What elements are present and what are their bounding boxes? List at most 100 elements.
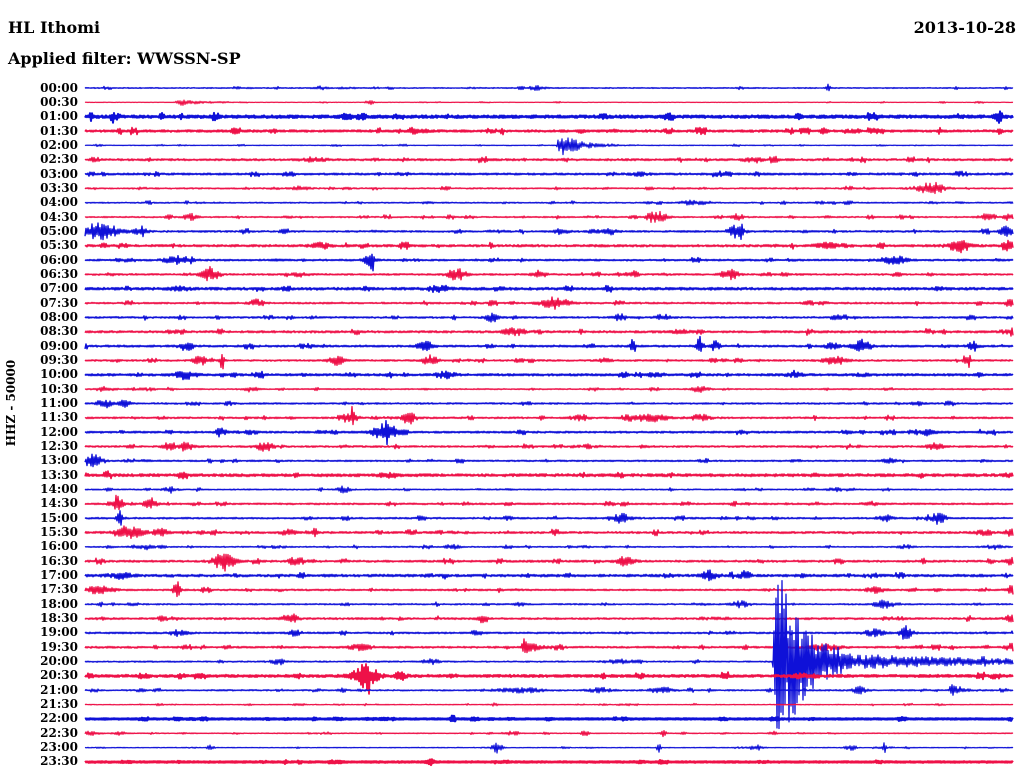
trace-15:30	[84, 525, 1014, 539]
trace-02:00	[84, 137, 1014, 156]
time-label-12:30: 12:30	[40, 439, 78, 453]
time-label-09:30: 09:30	[40, 352, 78, 367]
time-label-22:30: 22:30	[40, 725, 78, 740]
trace-09:30	[84, 354, 1014, 370]
time-label-10:30: 10:30	[40, 381, 78, 396]
trace-22:30	[84, 729, 1014, 738]
time-label-03:30: 03:30	[40, 180, 78, 195]
trace-05:00	[84, 222, 1014, 241]
time-label-23:30: 23:30	[40, 754, 78, 769]
filter-label: Applied filter: WWSSN-SP	[8, 49, 241, 68]
time-label-19:00: 19:00	[40, 625, 78, 640]
time-label-20:00: 20:00	[40, 654, 78, 669]
time-label-12:00: 12:00	[40, 424, 78, 439]
trace-21:00	[84, 684, 1014, 696]
time-label-03:00: 03:00	[40, 166, 78, 181]
trace-17:30	[84, 581, 1014, 598]
time-label-10:00: 10:00	[40, 367, 78, 382]
time-label-19:30: 19:30	[40, 639, 78, 654]
trace-08:00	[84, 312, 1014, 323]
time-label-00:30: 00:30	[40, 94, 78, 109]
trace-20:30	[84, 663, 1014, 695]
trace-11:00	[84, 399, 1014, 409]
time-label-15:00: 15:00	[40, 510, 78, 525]
trace-03:30	[84, 181, 1014, 195]
time-label-21:30: 21:30	[40, 697, 78, 712]
trace-01:30	[84, 126, 1014, 136]
time-label-06:00: 06:00	[40, 252, 78, 267]
time-label-04:00: 04:00	[40, 195, 78, 210]
trace-21:30	[84, 702, 1014, 707]
time-label-18:30: 18:30	[40, 611, 78, 626]
time-label-05:00: 05:00	[40, 223, 78, 238]
date-label: 2013-10-28	[913, 18, 1016, 37]
trace-19:30	[84, 638, 1014, 654]
trace-00:30	[84, 99, 1014, 106]
trace-22:00	[84, 714, 1014, 723]
trace-19:00	[84, 625, 1014, 640]
trace-15:00	[84, 510, 1014, 526]
time-label-13:30: 13:30	[40, 467, 78, 482]
trace-04:30	[84, 210, 1014, 223]
time-label-05:30: 05:30	[40, 238, 78, 253]
time-label-00:00: 00:00	[40, 80, 78, 95]
trace-13:30	[84, 470, 1014, 480]
trace-11:30	[84, 405, 1014, 426]
time-label-20:30: 20:30	[40, 668, 78, 683]
trace-08:30	[84, 327, 1014, 337]
trace-07:00	[84, 284, 1014, 294]
station-title: HL Ithomi	[8, 18, 101, 37]
time-label-02:30: 02:30	[40, 152, 78, 167]
time-label-08:00: 08:00	[40, 309, 78, 324]
trace-14:00	[84, 485, 1014, 494]
time-label-23:00: 23:00	[40, 740, 78, 755]
time-label-02:00: 02:00	[40, 137, 78, 152]
time-label-18:00: 18:00	[40, 596, 78, 611]
time-label-06:30: 06:30	[40, 266, 78, 281]
time-label-22:00: 22:00	[40, 711, 78, 726]
time-label-11:30: 11:30	[40, 410, 78, 425]
trace-03:00	[84, 170, 1014, 178]
time-label-17:00: 17:00	[40, 568, 78, 583]
trace-16:00	[84, 543, 1014, 551]
time-label-04:30: 04:30	[40, 209, 78, 224]
time-label-08:30: 08:30	[40, 324, 78, 339]
trace-14:30	[84, 494, 1014, 511]
trace-18:00	[84, 599, 1014, 609]
trace-10:30	[84, 385, 1014, 393]
time-label-16:00: 16:00	[40, 539, 78, 554]
trace-06:30	[84, 266, 1014, 282]
time-label-09:00: 09:00	[40, 338, 78, 353]
trace-20:00	[84, 580, 1014, 730]
trace-18:30	[84, 613, 1014, 624]
trace-12:30	[84, 441, 1014, 452]
time-label-14:00: 14:00	[40, 482, 78, 497]
trace-01:00	[84, 110, 1014, 124]
trace-06:00	[84, 253, 1014, 272]
time-label-01:30: 01:30	[40, 123, 78, 138]
trace-00:00	[84, 83, 1014, 92]
time-label-01:00: 01:00	[40, 109, 78, 124]
trace-04:00	[84, 199, 1014, 206]
time-label-15:30: 15:30	[40, 525, 78, 540]
trace-07:30	[84, 296, 1014, 310]
trace-12:00	[84, 419, 1014, 446]
trace-17:00	[84, 569, 1014, 582]
time-label-17:30: 17:30	[40, 582, 78, 597]
time-label-13:00: 13:00	[40, 453, 78, 468]
time-label-21:00: 21:00	[40, 682, 78, 697]
time-label-07:00: 07:00	[40, 281, 78, 296]
trace-23:00	[84, 742, 1014, 754]
trace-02:30	[84, 155, 1014, 164]
time-label-14:30: 14:30	[40, 496, 78, 511]
trace-09:00	[84, 335, 1014, 352]
trace-05:30	[84, 239, 1014, 254]
time-label-11:00: 11:00	[40, 395, 78, 410]
trace-23:30	[84, 758, 1014, 767]
time-label-07:30: 07:30	[40, 295, 78, 310]
trace-16:30	[84, 553, 1014, 572]
trace-13:00	[84, 453, 1014, 468]
time-label-16:30: 16:30	[40, 553, 78, 568]
